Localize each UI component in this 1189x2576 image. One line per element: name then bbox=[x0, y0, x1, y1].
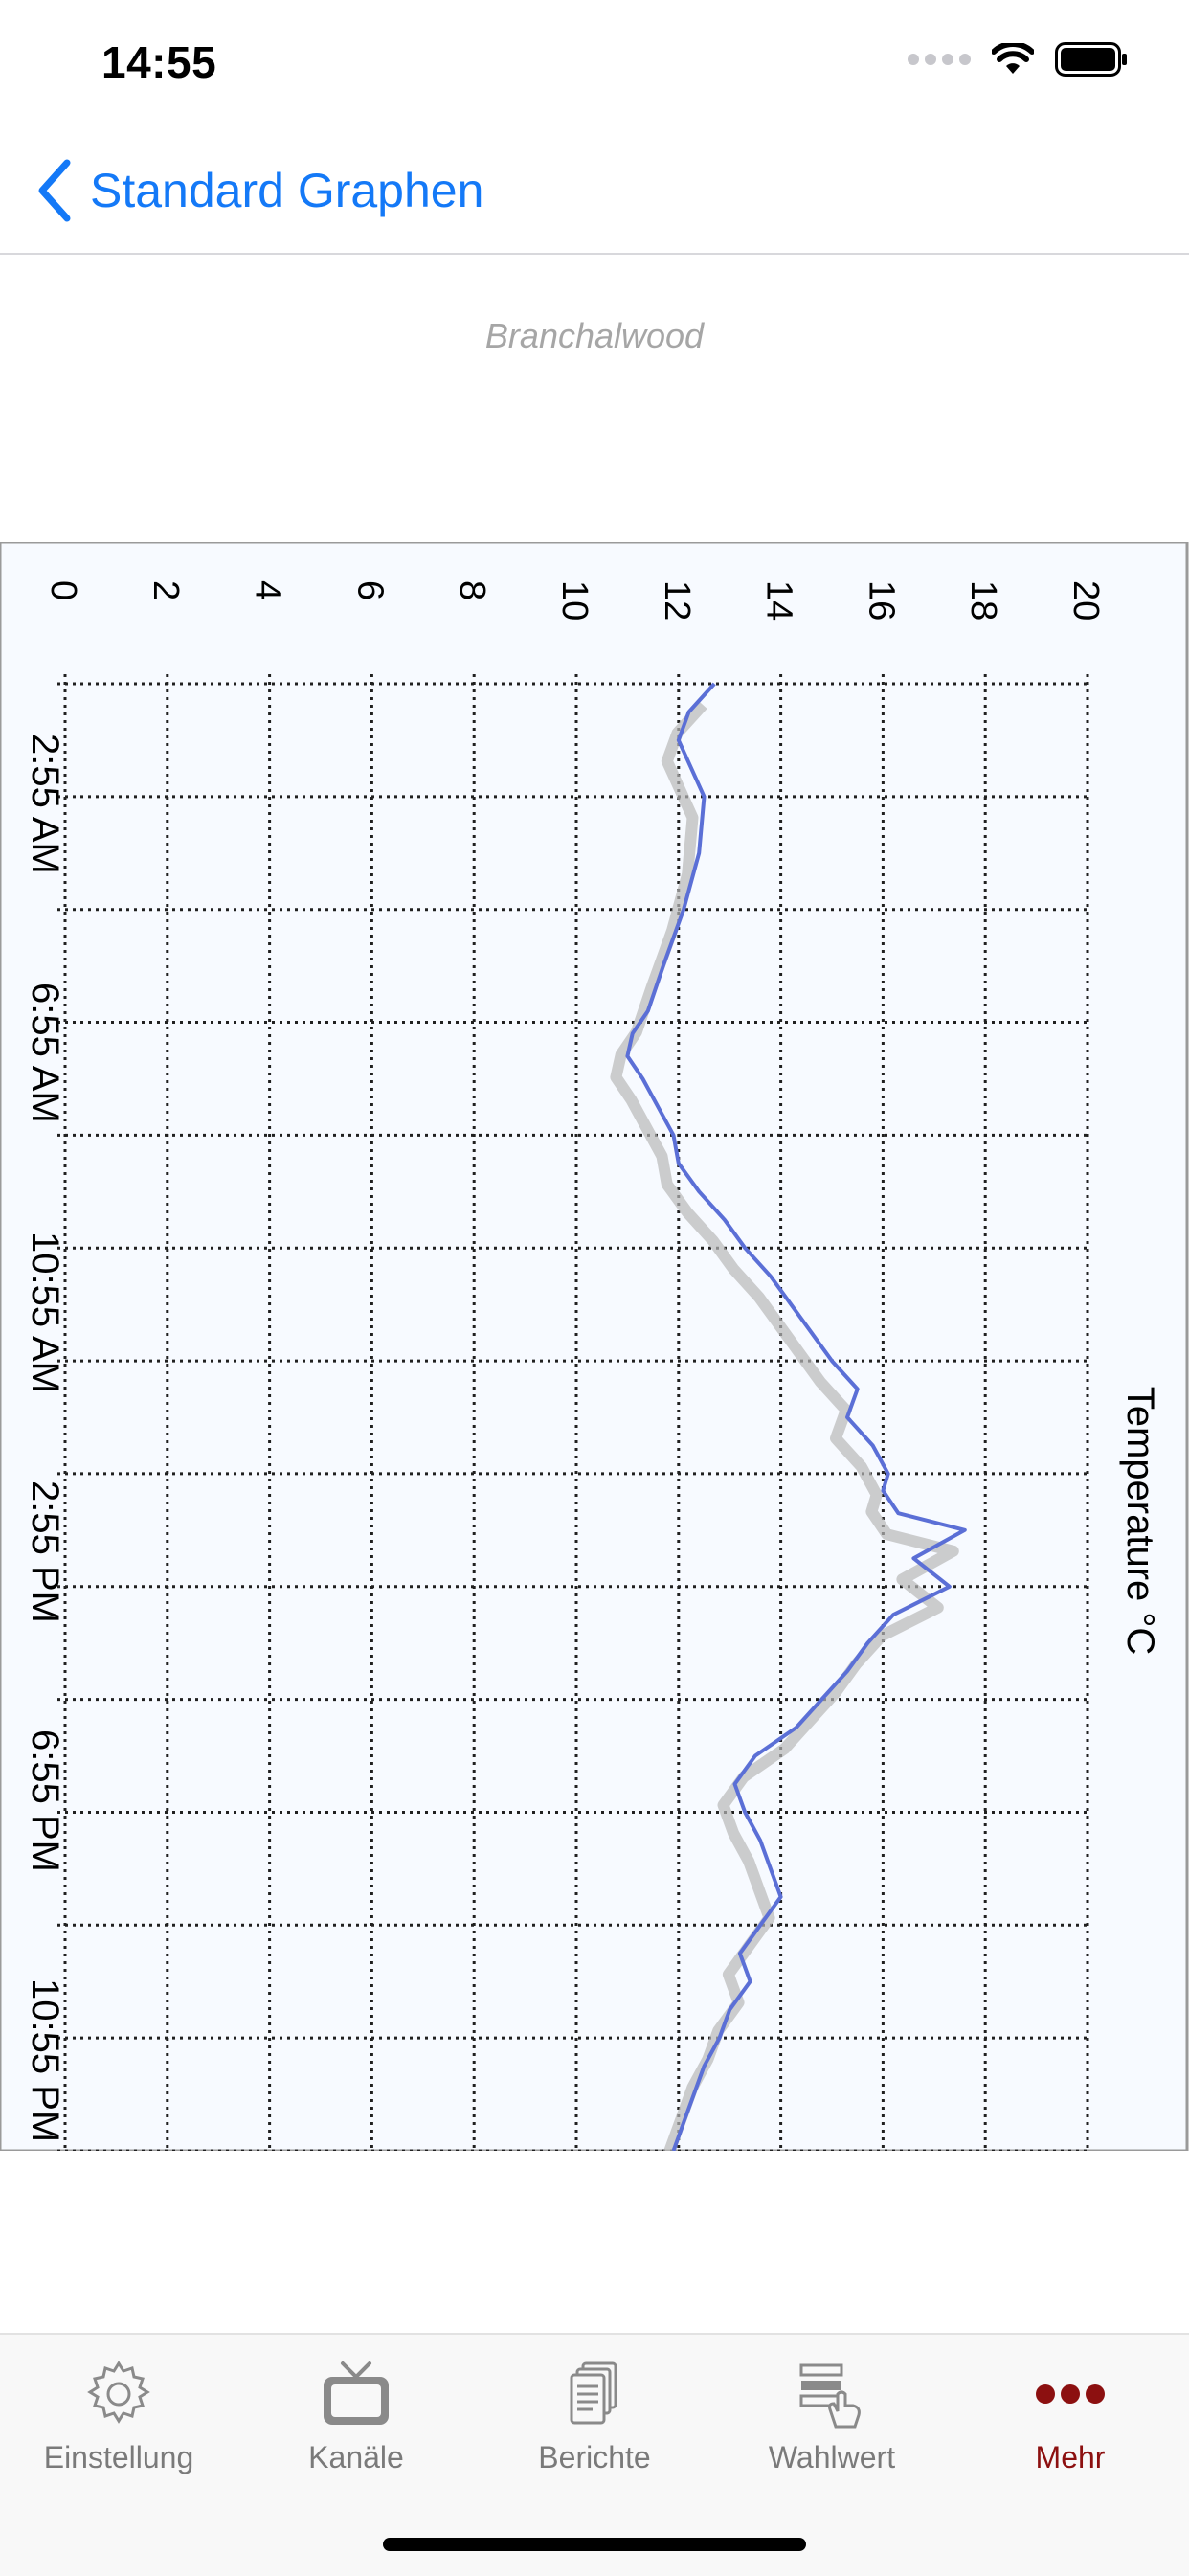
x-tick-label: 6:55 AM bbox=[24, 983, 66, 1123]
y-axis-title: Temperature °C bbox=[1119, 1387, 1161, 1656]
tab-label: Mehr bbox=[1035, 2440, 1106, 2474]
tab-mehr[interactable]: Mehr bbox=[952, 2335, 1189, 2497]
y-tick-label: 6 bbox=[349, 580, 390, 600]
y-tick-label: 8 bbox=[452, 580, 492, 600]
y-tick-label: 16 bbox=[861, 580, 901, 621]
x-tick-label: 10:55 AM bbox=[24, 1232, 66, 1393]
tab-bar: Einstellung Kanäle Berichte bbox=[0, 2333, 1189, 2576]
y-tick-label: 0 bbox=[43, 580, 83, 600]
home-indicator bbox=[383, 2538, 806, 2551]
tv-icon bbox=[324, 2361, 389, 2425]
battery-icon bbox=[1055, 42, 1127, 77]
station-name: Branchalwood bbox=[484, 316, 705, 355]
x-tick-label: 10:55 PM bbox=[24, 1978, 66, 2142]
more-dots-icon bbox=[1036, 2384, 1105, 2404]
tab-berichte[interactable]: Berichte bbox=[476, 2335, 713, 2497]
tab-einstellung[interactable]: Einstellung bbox=[0, 2335, 237, 2497]
y-tick-label: 14 bbox=[759, 580, 799, 621]
status-time: 14:55 bbox=[101, 37, 217, 87]
navigation-bar: Standard Graphen bbox=[0, 134, 1189, 255]
temperature-chart: 0 2 4 6 8 10 12 14 16 18 20 2:55 AM 6:55 AM 10:55 AM… bbox=[0, 540, 1189, 2175]
documents-icon bbox=[570, 2361, 617, 2425]
temperature-series-line bbox=[625, 682, 967, 2152]
status-bar: 14:55 bbox=[0, 0, 1189, 134]
gear-icon bbox=[87, 2361, 150, 2424]
tab-label: Berichte bbox=[538, 2440, 651, 2474]
temperature-chart-svg: 0 2 4 6 8 10 12 14 16 18 20 2:55 AM 6:55 AM 10:55 AM… bbox=[0, 540, 1189, 2175]
y-tick-label: 2 bbox=[146, 580, 186, 600]
wifi-icon bbox=[992, 43, 1034, 74]
y-tick-label: 4 bbox=[248, 580, 288, 600]
tab-label: Einstellung bbox=[43, 2440, 194, 2474]
chevron-left-icon bbox=[38, 159, 71, 222]
back-button-label: Standard Graphen bbox=[90, 164, 484, 217]
series-shadow bbox=[610, 700, 959, 2175]
y-tick-label: 18 bbox=[963, 580, 1003, 621]
cellular-signal-icon bbox=[908, 54, 971, 65]
chart-background bbox=[0, 540, 1189, 2153]
y-tick-label: 12 bbox=[657, 580, 697, 621]
x-tick-label: 6:55 PM bbox=[24, 1729, 66, 1872]
selection-hand-icon bbox=[799, 2363, 861, 2429]
y-tick-label: 10 bbox=[554, 580, 594, 621]
back-button[interactable]: Standard Graphen bbox=[34, 159, 483, 222]
y-tick-label: 20 bbox=[1066, 580, 1106, 621]
tab-label: Wahlwert bbox=[768, 2440, 896, 2474]
tab-kanaele[interactable]: Kanäle bbox=[237, 2335, 475, 2497]
status-icons bbox=[908, 42, 1128, 77]
tab-label: Kanäle bbox=[308, 2440, 404, 2474]
x-tick-label: 2:55 PM bbox=[24, 1480, 66, 1623]
x-tick-label: 2:55 AM bbox=[24, 734, 66, 874]
tab-wahlwert[interactable]: Wahlwert bbox=[713, 2335, 951, 2497]
